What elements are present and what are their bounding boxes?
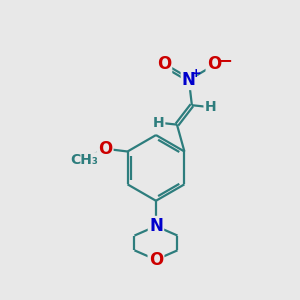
Text: O: O xyxy=(149,251,163,269)
Text: N: N xyxy=(149,217,163,235)
Text: −: − xyxy=(218,51,232,69)
Text: +: + xyxy=(190,67,201,80)
Text: O: O xyxy=(157,55,171,73)
Text: H: H xyxy=(153,116,164,130)
Text: O: O xyxy=(98,140,112,158)
Text: O: O xyxy=(207,55,221,73)
Text: N: N xyxy=(182,71,196,89)
Text: CH₃: CH₃ xyxy=(70,153,98,167)
Text: H: H xyxy=(205,100,216,114)
